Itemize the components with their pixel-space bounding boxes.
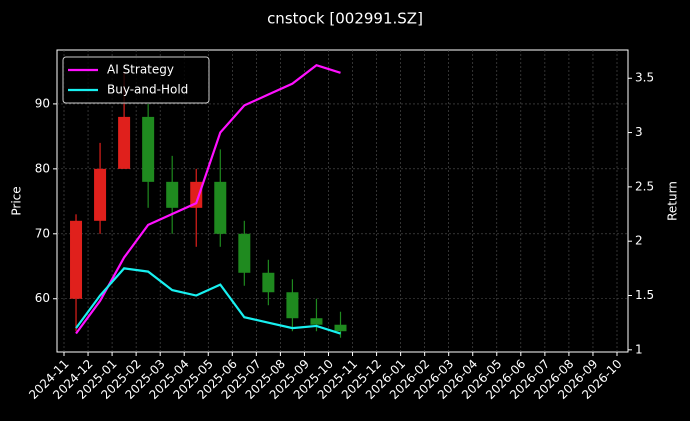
y2-tick-label: 1: [635, 342, 643, 356]
y-tick-label: 70: [35, 226, 50, 240]
candle-body: [166, 181, 179, 208]
legend-label: AI Strategy: [107, 63, 174, 77]
legend-box: [62, 56, 210, 104]
return-line: [75, 267, 341, 335]
candle-body: [118, 116, 131, 169]
legend: AI Strategy Buy-and-Hold: [62, 56, 210, 104]
candle-body: [334, 324, 347, 332]
y2-tick-label: 1.5: [635, 288, 654, 302]
plot-frame: [56, 49, 629, 353]
y2-tick-label: 3.5: [635, 71, 654, 85]
candle-body: [190, 181, 203, 208]
candle-body: [310, 318, 323, 325]
candle-body: [262, 272, 275, 293]
candle-body: [286, 292, 299, 319]
chart-title: cnstock [002991.SZ]: [267, 10, 423, 28]
y2-tick-label: 3: [635, 125, 643, 139]
candle-body: [214, 181, 227, 234]
y-tick-label: 60: [35, 291, 50, 305]
y2-axis-label: Return: [666, 181, 680, 221]
y2-tick-label: 2.5: [635, 179, 654, 193]
candle-body: [94, 168, 107, 221]
y-axis-label: Price: [10, 186, 24, 215]
y-tick-label: 80: [35, 161, 50, 175]
candle-body: [238, 233, 251, 273]
return-line: [75, 63, 341, 335]
y-tick-label: 90: [35, 96, 50, 110]
legend-label: Buy-and-Hold: [107, 83, 188, 97]
candle-body: [70, 220, 83, 299]
candle-body: [142, 116, 155, 182]
y2-tick-label: 2: [635, 234, 643, 248]
